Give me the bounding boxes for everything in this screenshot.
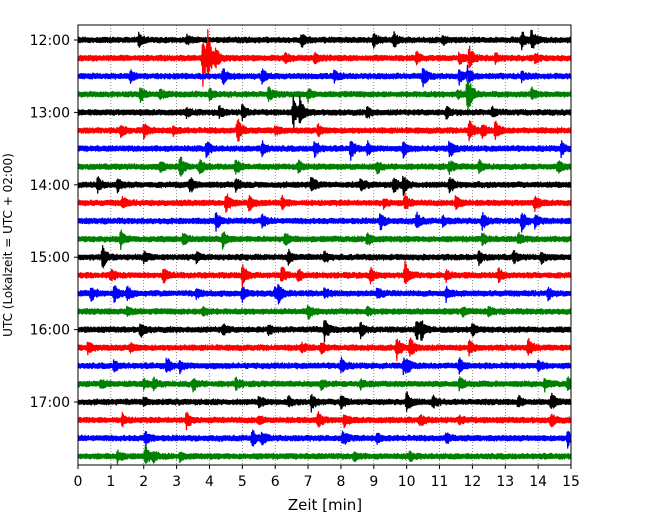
x-tick-label: 13 — [496, 474, 514, 490]
trace-1430 — [77, 211, 572, 233]
trace-1600 — [77, 319, 572, 343]
plot-frame — [77, 24, 572, 466]
trace-1345 — [77, 156, 572, 177]
trace-1445 — [77, 229, 572, 251]
trace-1400 — [77, 175, 572, 196]
trace-1730 — [77, 429, 572, 449]
y-tick-label: 17:00 — [30, 395, 70, 411]
trace-1500 — [77, 245, 572, 269]
x-tick-label: 12 — [463, 474, 481, 490]
x-axis-label: Zeit [min] — [288, 496, 362, 514]
trace-1230 — [77, 64, 572, 88]
seismic-traces — [77, 29, 572, 465]
x-tick-label: 0 — [74, 474, 83, 490]
trace-1330 — [77, 140, 572, 161]
x-tick-label: 8 — [336, 474, 345, 490]
trace-1200 — [77, 29, 572, 51]
x-tick-label: 7 — [304, 474, 313, 490]
trace-1515 — [77, 260, 572, 289]
trace-1645 — [77, 376, 572, 393]
x-tick-label: 11 — [431, 474, 449, 490]
y-tick-label: 13:00 — [30, 105, 70, 121]
x-tick-label: 14 — [529, 474, 547, 490]
y-axis-ticks: 12:00 13:00 14:00 15:00 16:00 17:00 — [30, 33, 78, 411]
trace-1300 — [77, 95, 572, 128]
vertical-grid-lines — [110, 25, 539, 465]
trace-1530 — [77, 283, 572, 305]
x-tick-label: 6 — [271, 474, 280, 490]
x-axis-ticks: 0 1 2 3 4 5 6 7 8 9 10 11 12 13 14 15 — [74, 465, 580, 490]
x-tick-label: 2 — [139, 474, 148, 490]
y-tick-label: 14:00 — [30, 178, 70, 194]
trace-1315 — [77, 118, 572, 142]
trace-1615 — [77, 337, 572, 361]
trace-1245 — [77, 77, 572, 112]
trace-1215 — [77, 29, 572, 87]
x-tick-label: 3 — [172, 474, 181, 490]
x-tick-label: 15 — [562, 474, 580, 490]
trace-1545 — [77, 304, 572, 320]
y-tick-label: 12:00 — [30, 33, 70, 49]
x-tick-label: 4 — [205, 474, 214, 490]
x-tick-label: 5 — [238, 474, 247, 490]
trace-1415 — [77, 192, 572, 213]
y-tick-label: 16:00 — [30, 323, 70, 339]
x-tick-label: 10 — [398, 474, 416, 490]
trace-1745 — [77, 444, 572, 465]
x-tick-label: 1 — [106, 474, 115, 490]
trace-1715 — [77, 411, 572, 431]
y-axis-label: UTC (Lokalzeit = UTC + 02:00) — [1, 153, 15, 337]
trace-1630 — [77, 356, 572, 376]
trace-1700 — [77, 391, 572, 413]
y-tick-label: 15:00 — [30, 250, 70, 266]
x-tick-label: 9 — [369, 474, 378, 490]
